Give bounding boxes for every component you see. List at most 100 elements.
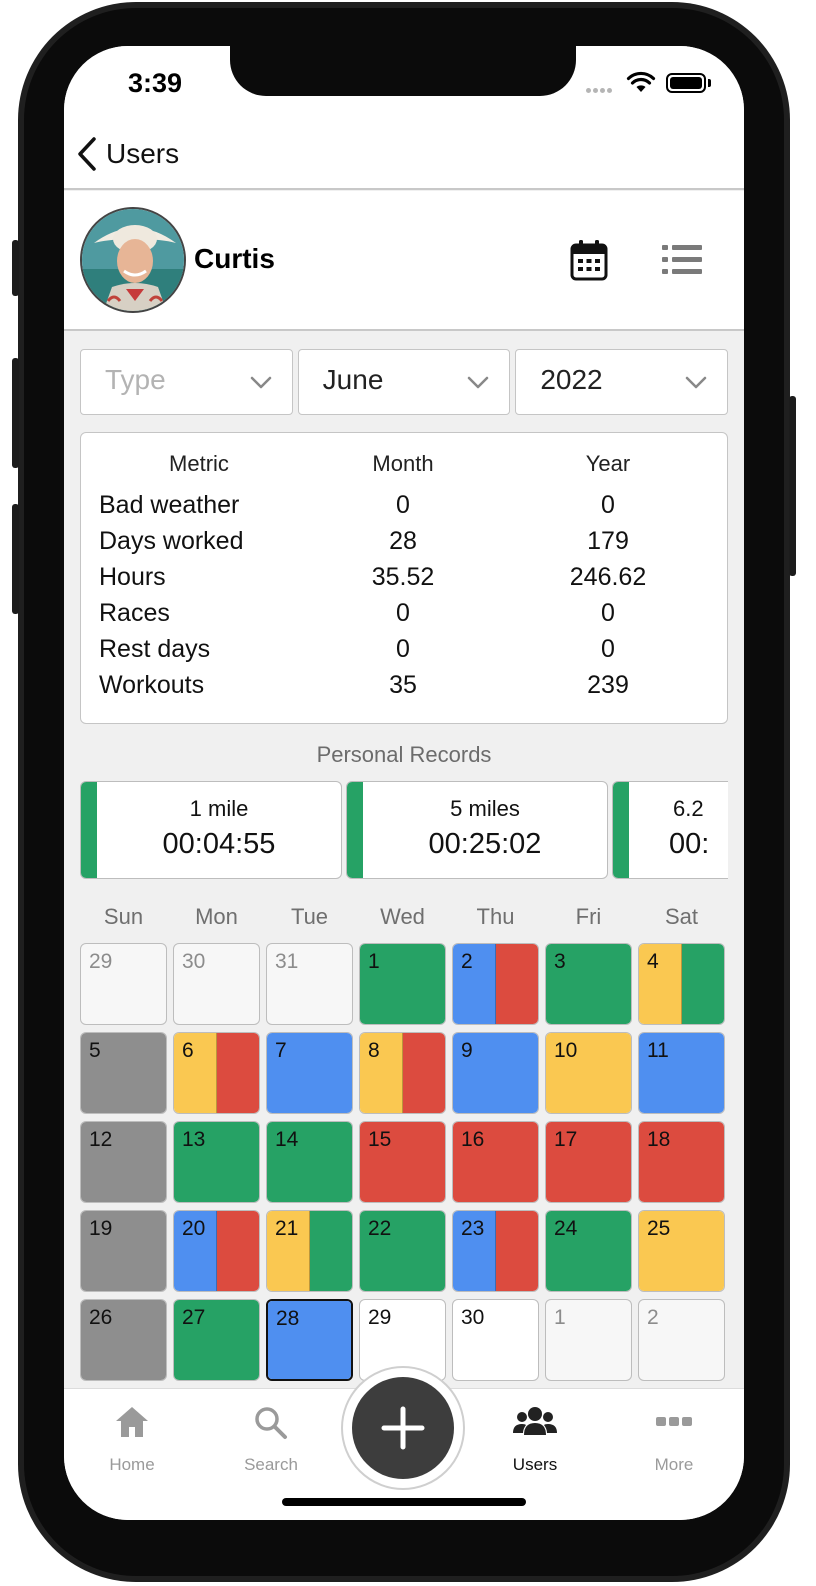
calendar-day[interactable]: 13 [173, 1121, 260, 1203]
metrics-header-year: Year [585, 451, 631, 476]
avatar[interactable] [80, 207, 186, 313]
day-activity-fill [174, 1122, 259, 1202]
day-activity-fill [546, 944, 631, 1024]
calendar-day[interactable]: 14 [266, 1121, 353, 1203]
calendar-day[interactable]: 1 [545, 1299, 632, 1381]
metric-name: Days worked [99, 527, 244, 555]
calendar-day[interactable]: 27 [173, 1299, 260, 1381]
calendar-day[interactable]: 3 [545, 943, 632, 1025]
metric-year-value: 0 [601, 491, 615, 519]
calendar-day[interactable]: 15 [359, 1121, 446, 1203]
day-activity-fill [453, 1211, 496, 1291]
metrics-header-month: Month [372, 451, 434, 476]
calendar-day-number: 15 [368, 1128, 392, 1151]
calendar-day[interactable]: 4 [638, 943, 725, 1025]
day-activity-fill [309, 1211, 352, 1291]
avatar-image [82, 209, 184, 311]
personal-record-card[interactable]: 1 mile 00:04:55 [80, 781, 342, 879]
metrics-row: Rest days 0 0 [81, 635, 729, 671]
record-distance: 6.2 [673, 796, 704, 821]
calendar-day[interactable]: 30 [173, 943, 260, 1025]
calendar-day-number: 27 [182, 1306, 206, 1329]
list-view-button[interactable] [662, 243, 702, 282]
calendar-day[interactable]: 8 [359, 1032, 446, 1114]
calendar-day[interactable]: 31 [266, 943, 353, 1025]
personal-records-carousel[interactable]: 1 mile 00:04:55 5 miles 00:25:02 6.2 00: [80, 781, 728, 879]
calendar-day[interactable]: 6 [173, 1032, 260, 1114]
calendar-day[interactable]: 21 [266, 1210, 353, 1292]
back-label: Users [106, 138, 180, 169]
calendar-day[interactable]: 2 [452, 943, 539, 1025]
calendar-icon [570, 240, 608, 281]
calendar-day[interactable]: 30 [452, 1299, 539, 1381]
tab-search[interactable]: Search [203, 1389, 339, 1489]
calendar-view-button[interactable] [570, 239, 608, 286]
day-activity-fill [453, 1122, 538, 1202]
calendar-day-number: 7 [275, 1039, 287, 1062]
calendar-day-number: 31 [275, 950, 299, 973]
add-button[interactable] [352, 1377, 454, 1479]
personal-record-card[interactable]: 5 miles 00:25:02 [346, 781, 608, 879]
day-activity-fill [268, 1301, 351, 1379]
calendar-day[interactable]: 28 [266, 1299, 353, 1381]
chevron-left-icon [78, 137, 96, 171]
back-button[interactable]: Users [76, 136, 179, 172]
calendar-day-number: 12 [89, 1128, 113, 1151]
tab-label: Home [109, 1455, 155, 1474]
calendar-day-number: 5 [89, 1039, 101, 1062]
metric-month-value: 35.52 [371, 563, 435, 591]
record-accent-bar [613, 782, 629, 878]
personal-record-card[interactable]: 6.2 00: [612, 781, 728, 879]
volume-down-button [12, 504, 19, 614]
year-select[interactable]: 2022 [515, 349, 729, 415]
calendar-day[interactable]: 23 [452, 1210, 539, 1292]
calendar-day[interactable]: 26 [80, 1299, 167, 1381]
calendar-day-number: 10 [554, 1039, 578, 1062]
calendar-day[interactable]: 7 [266, 1032, 353, 1114]
calendar-day[interactable]: 12 [80, 1121, 167, 1203]
day-activity-fill [360, 944, 445, 1024]
calendar-day[interactable]: 17 [545, 1121, 632, 1203]
power-button [789, 396, 796, 576]
calendar-day[interactable]: 9 [452, 1032, 539, 1114]
plus-icon [381, 1406, 425, 1450]
month-select[interactable]: June [297, 349, 511, 415]
calendar-weekday-header: Sun Mon Tue Wed Thu Fri Sat [80, 904, 732, 934]
calendar-day[interactable]: 10 [545, 1032, 632, 1114]
calendar-day-number: 13 [182, 1128, 206, 1151]
weekday-label: Tue [290, 904, 329, 929]
calendar-day-number: 11 [647, 1039, 669, 1062]
calendar-day[interactable]: 11 [638, 1032, 725, 1114]
calendar-day[interactable]: 22 [359, 1210, 446, 1292]
calendar-day[interactable]: 5 [80, 1032, 167, 1114]
calendar-day[interactable]: 24 [545, 1210, 632, 1292]
calendar-day-number: 24 [554, 1217, 578, 1240]
day-activity-fill [681, 944, 724, 1024]
record-time: 00: [669, 828, 710, 860]
calendar-day-number: 19 [89, 1217, 113, 1240]
metrics-row: Days worked 28 179 [81, 527, 729, 563]
tab-users[interactable]: Users [467, 1389, 603, 1489]
calendar-day[interactable]: 20 [173, 1210, 260, 1292]
calendar-day[interactable]: 19 [80, 1210, 167, 1292]
calendar-day-number: 29 [89, 950, 113, 973]
battery-nub [708, 79, 711, 87]
day-activity-fill [174, 1211, 217, 1291]
calendar-day[interactable]: 2 [638, 1299, 725, 1381]
day-activity-fill [639, 1122, 724, 1202]
day-activity-fill [639, 1033, 724, 1113]
month-select-value: June [322, 364, 384, 395]
metric-month-value: 0 [396, 635, 410, 663]
calendar-day[interactable]: 29 [80, 943, 167, 1025]
calendar-day[interactable]: 25 [638, 1210, 725, 1292]
tab-home[interactable]: Home [64, 1389, 200, 1489]
type-select[interactable]: Type [80, 349, 293, 415]
calendar-day[interactable]: 18 [638, 1121, 725, 1203]
calendar-day-number: 3 [554, 950, 566, 973]
calendar-day[interactable]: 16 [452, 1121, 539, 1203]
calendar-day-number: 18 [647, 1128, 671, 1151]
tab-more[interactable]: More [606, 1389, 742, 1489]
calendar-day-number: 17 [554, 1128, 578, 1151]
calendar-day[interactable]: 1 [359, 943, 446, 1025]
calendar-day-number: 2 [647, 1306, 659, 1329]
